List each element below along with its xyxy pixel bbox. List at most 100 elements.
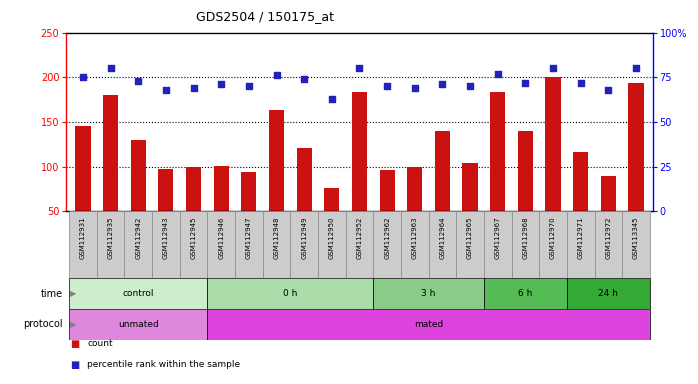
Bar xyxy=(573,152,588,256)
Bar xyxy=(158,169,174,256)
Bar xyxy=(207,309,650,340)
Bar xyxy=(401,211,429,278)
Text: time: time xyxy=(40,289,63,299)
Text: GSM112952: GSM112952 xyxy=(357,217,362,259)
Bar xyxy=(207,278,373,309)
Bar xyxy=(463,163,477,256)
Bar xyxy=(69,309,207,340)
Bar xyxy=(352,93,367,256)
Text: 24 h: 24 h xyxy=(598,289,618,298)
Bar xyxy=(186,167,201,256)
Point xyxy=(464,83,475,89)
Text: GSM112963: GSM112963 xyxy=(412,217,418,259)
Bar xyxy=(490,93,505,256)
Text: GDS2504 / 150175_at: GDS2504 / 150175_at xyxy=(196,10,334,23)
Bar xyxy=(262,211,290,278)
Point xyxy=(133,78,144,84)
Bar xyxy=(346,211,373,278)
Bar xyxy=(269,110,284,256)
Bar xyxy=(124,211,152,278)
Point xyxy=(409,85,420,91)
Bar xyxy=(512,211,540,278)
Bar xyxy=(595,211,622,278)
Bar xyxy=(290,211,318,278)
Bar xyxy=(97,211,124,278)
Text: GSM112971: GSM112971 xyxy=(578,217,584,259)
Text: GSM112967: GSM112967 xyxy=(495,217,500,259)
Bar xyxy=(69,278,207,309)
Text: GSM112949: GSM112949 xyxy=(301,217,307,259)
Bar xyxy=(69,211,97,278)
Text: GSM112945: GSM112945 xyxy=(191,217,197,259)
Point xyxy=(382,83,393,89)
Bar xyxy=(207,211,235,278)
Text: 0 h: 0 h xyxy=(283,289,297,298)
Text: GSM112950: GSM112950 xyxy=(329,217,335,259)
Text: GSM112946: GSM112946 xyxy=(218,217,224,259)
Bar xyxy=(429,211,456,278)
Bar xyxy=(540,211,567,278)
Text: GSM112942: GSM112942 xyxy=(135,217,141,259)
Text: control: control xyxy=(122,289,154,298)
Bar xyxy=(380,170,395,256)
Text: protocol: protocol xyxy=(23,319,63,329)
Text: GSM112943: GSM112943 xyxy=(163,217,169,259)
Bar xyxy=(518,131,533,256)
Text: GSM113345: GSM113345 xyxy=(633,217,639,259)
Bar xyxy=(435,131,450,256)
Bar xyxy=(318,211,346,278)
Bar xyxy=(103,95,118,256)
Text: ■: ■ xyxy=(70,360,79,370)
Point xyxy=(77,74,89,80)
Point xyxy=(216,81,227,88)
Point xyxy=(188,85,199,91)
Text: ■: ■ xyxy=(70,339,79,349)
Bar xyxy=(567,211,595,278)
Point xyxy=(161,87,172,93)
Text: mated: mated xyxy=(414,320,443,329)
Point xyxy=(299,76,310,82)
Text: GSM112947: GSM112947 xyxy=(246,217,252,259)
Bar xyxy=(214,166,229,256)
Bar xyxy=(484,211,512,278)
Text: GSM112935: GSM112935 xyxy=(107,217,114,259)
Point xyxy=(354,65,365,71)
Text: 6 h: 6 h xyxy=(518,289,533,298)
Text: GSM112948: GSM112948 xyxy=(274,217,279,259)
Bar xyxy=(567,278,650,309)
Point xyxy=(326,96,337,102)
Text: 3 h: 3 h xyxy=(422,289,436,298)
Point xyxy=(575,79,586,86)
Bar xyxy=(152,211,179,278)
Point xyxy=(437,81,448,88)
Bar xyxy=(373,211,401,278)
Text: ▶: ▶ xyxy=(70,289,76,298)
Bar xyxy=(407,167,422,256)
Text: GSM112965: GSM112965 xyxy=(467,217,473,259)
Text: GSM112972: GSM112972 xyxy=(605,217,611,259)
Bar xyxy=(131,140,146,256)
Bar xyxy=(373,278,484,309)
Bar xyxy=(484,278,567,309)
Text: percentile rank within the sample: percentile rank within the sample xyxy=(87,360,240,369)
Bar xyxy=(456,211,484,278)
Bar xyxy=(622,211,650,278)
Bar xyxy=(628,83,644,256)
Text: GSM112968: GSM112968 xyxy=(522,217,528,259)
Point xyxy=(271,73,282,79)
Point xyxy=(630,65,641,71)
Bar xyxy=(179,211,207,278)
Point xyxy=(105,65,116,71)
Text: GSM112964: GSM112964 xyxy=(440,217,445,259)
Point xyxy=(547,65,558,71)
Point xyxy=(520,79,531,86)
Point xyxy=(492,71,503,77)
Text: GSM112931: GSM112931 xyxy=(80,217,86,259)
Bar xyxy=(297,148,312,256)
Point xyxy=(603,87,614,93)
Bar xyxy=(324,188,339,256)
Point xyxy=(244,83,255,89)
Text: unmated: unmated xyxy=(118,320,158,329)
Bar xyxy=(601,176,616,256)
Bar xyxy=(75,126,91,256)
